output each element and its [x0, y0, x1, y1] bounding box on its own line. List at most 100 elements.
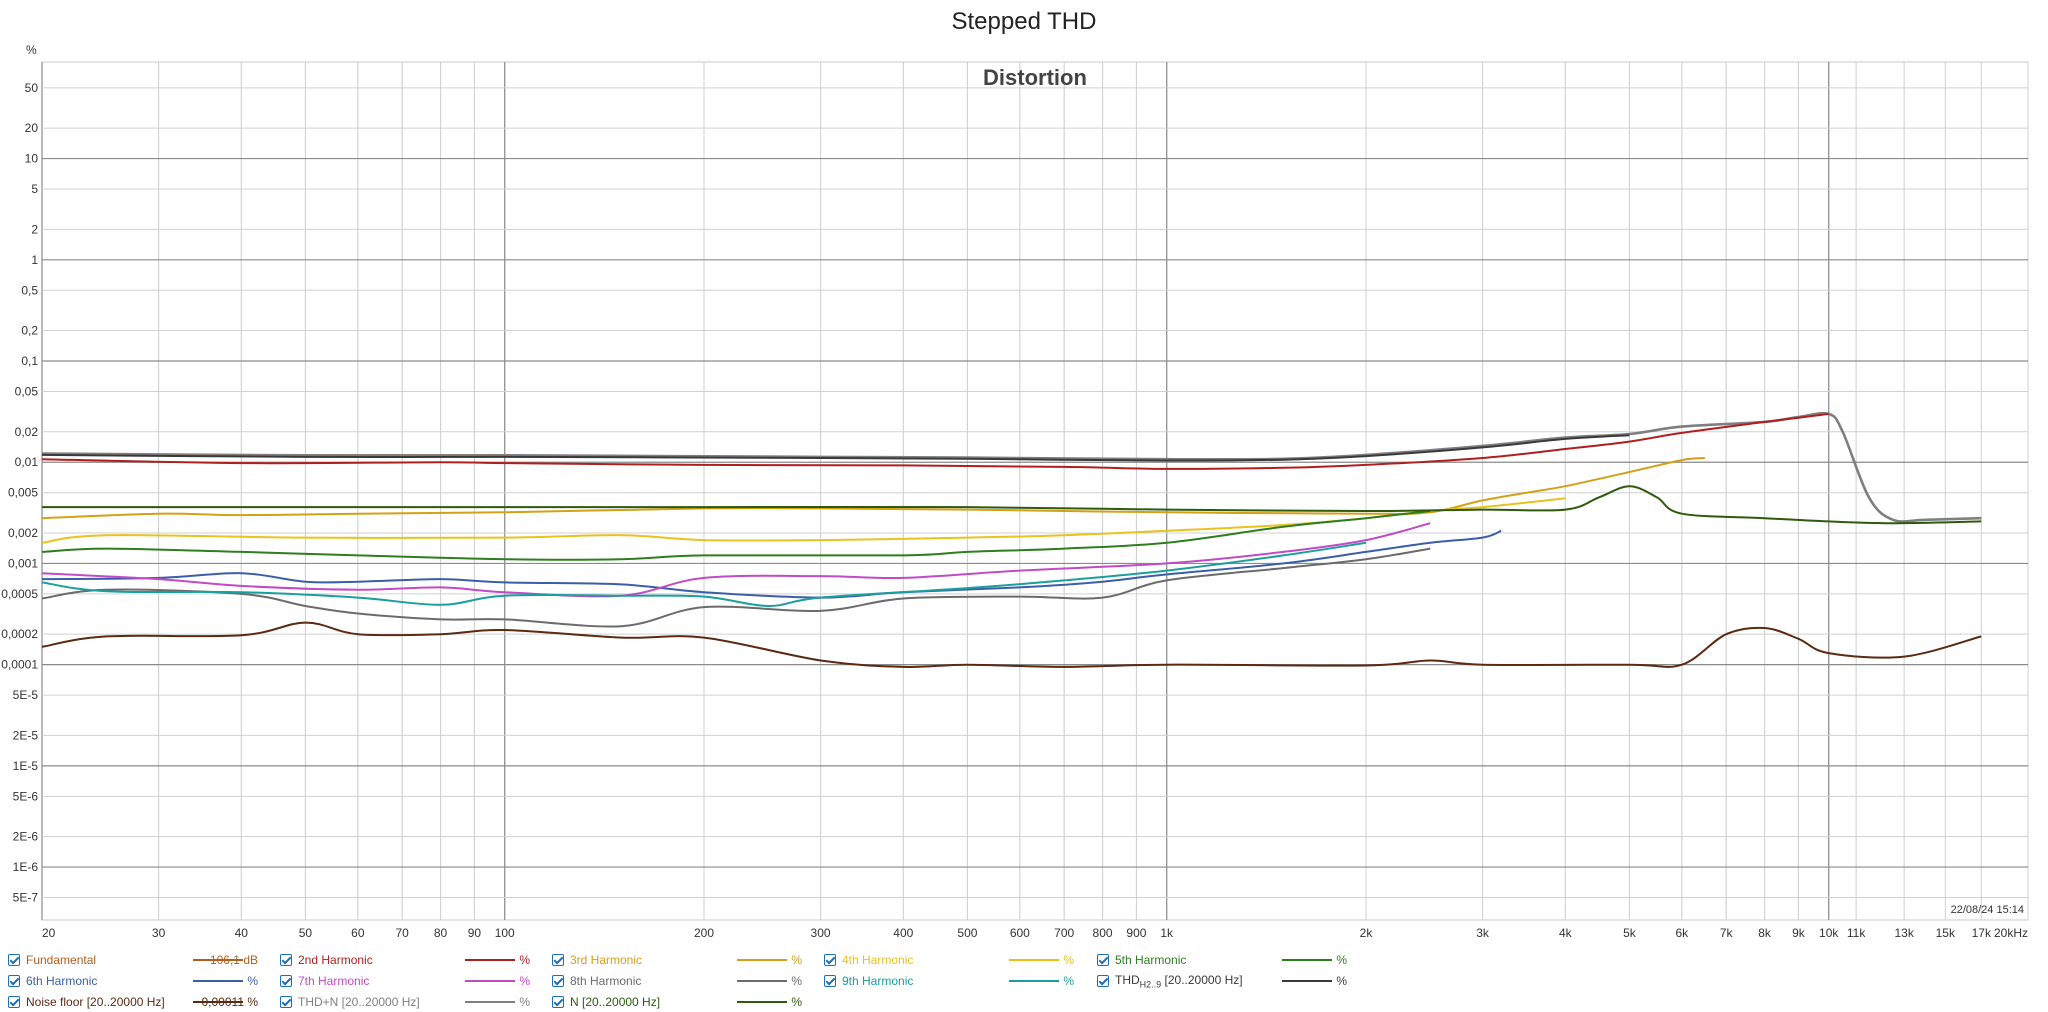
legend-checkbox[interactable] [280, 996, 292, 1008]
series-thd-h2-9-20-20000-hz [41, 434, 1630, 462]
y-tick-label: 1 [31, 253, 38, 267]
legend-value: % [791, 953, 802, 967]
legend-label-text: 2nd Harmonic [298, 953, 373, 967]
x-tick-label: 50 [299, 926, 313, 940]
legend-value: % [519, 995, 530, 1009]
legend-checkbox[interactable] [552, 996, 564, 1008]
x-tick-label: 500 [957, 926, 977, 940]
series-9th-harmonic [41, 541, 1367, 608]
legend-swatch [193, 980, 243, 982]
legend-label-text: 8th Harmonic [570, 974, 642, 988]
x-tick-label: 15k [1936, 926, 1956, 940]
legend-item[interactable]: 3rd Harmonic [552, 950, 642, 970]
legend-value: % [1336, 953, 1347, 967]
legend-swatch [1009, 959, 1059, 961]
legend-checkbox[interactable] [280, 975, 292, 987]
legend-item[interactable]: THDH2..9 [20..20000 Hz] [1097, 971, 1243, 991]
legend-label-text: 6th Harmonic [26, 974, 98, 988]
legend-value: % [791, 974, 802, 988]
series-noise-floor-20-20000-hz [41, 621, 1982, 669]
legend-swatch [737, 959, 787, 961]
legend-label-subscript: H2..9 [1139, 979, 1162, 990]
legend-value: % [1063, 974, 1074, 988]
y-tick-label: 50 [25, 81, 39, 95]
x-tick-label: 5k [1623, 926, 1637, 940]
series-2nd-harmonic [41, 412, 1829, 470]
legend-item[interactable]: 2nd Harmonic [280, 950, 373, 970]
legend-row: Noise floor [20..20000 Hz] 0,00011 % THD+N… [0, 992, 2048, 1012]
legend-value: % [791, 995, 802, 1009]
legend-checkbox[interactable] [280, 954, 292, 966]
x-tick-label: 60 [351, 926, 365, 940]
legend-item[interactable]: THD+N [20..20000 Hz] [280, 992, 420, 1012]
chart-title: Distortion [983, 65, 1087, 90]
legend-item[interactable]: 7th Harmonic [280, 971, 369, 991]
legend-item[interactable]: N [20..20000 Hz] [552, 992, 660, 1012]
timestamp: 22/08/24 15:14 [1951, 904, 2024, 916]
x-tick-label: 80 [434, 926, 448, 940]
legend-checkbox[interactable] [824, 975, 836, 987]
legend-checkbox[interactable] [552, 975, 564, 987]
x-tick-label: 400 [893, 926, 913, 940]
series-5th-harmonic [41, 510, 1431, 561]
x-tick-label: 20kHz [1994, 926, 2028, 940]
x-tick-label: 300 [811, 926, 831, 940]
x-tick-label: 40 [235, 926, 249, 940]
distortion-chart[interactable]: 20 30 40 50 60 70 80 90 100 200 300 400 500 600 700 800… [0, 0, 2048, 950]
legend-value: 106,1 dB [209, 953, 258, 967]
legend-item[interactable]: 9th Harmonic [824, 971, 913, 991]
series-thd-n-20-20000-hz [41, 411, 1982, 523]
legend-checkbox[interactable] [8, 996, 20, 1008]
y-tick-label: 0,002 [8, 526, 38, 540]
x-tick-label: 90 [468, 926, 482, 940]
legend-checkbox[interactable] [1097, 954, 1109, 966]
x-tick-label: 800 [1093, 926, 1113, 940]
legend-checkbox[interactable] [1097, 975, 1109, 987]
legend-checkbox[interactable] [8, 975, 20, 987]
page-title: Stepped THD [951, 8, 1097, 35]
legend-label: Fundamental [26, 953, 96, 967]
y-tick-label: 0,01 [15, 455, 39, 469]
y-axis-label: % [26, 43, 37, 57]
y-tick-label: 5E-7 [13, 891, 39, 905]
legend-label-text: 3rd Harmonic [570, 953, 643, 967]
legend-checkbox[interactable] [8, 954, 20, 966]
legend-item[interactable]: Fundamental [8, 950, 96, 970]
y-tick-label: 0,5 [21, 283, 38, 297]
y-tick-label: 0,2 [21, 324, 38, 338]
x-tick-label: 600 [1010, 926, 1030, 940]
legend-label: THDH2..9 [20..20000 Hz] [1115, 973, 1243, 989]
legend-label-text: 5th Harmonic [1115, 953, 1187, 967]
legend-item[interactable]: 5th Harmonic [1097, 950, 1186, 970]
x-tick-label: 3k [1476, 926, 1490, 940]
y-tick-label: 20 [25, 121, 39, 135]
legend-label-text: Fundamental [26, 953, 97, 967]
y-tick-label: 2E-6 [13, 830, 39, 844]
legend-label-text: 9th Harmonic [842, 974, 914, 988]
y-tick-label: 0,0002 [1, 627, 38, 641]
legend-swatch [737, 980, 787, 982]
legend-item[interactable]: 6th Harmonic [8, 971, 97, 991]
x-tick-label: 1k [1160, 926, 1174, 940]
legend-checkbox[interactable] [552, 954, 564, 966]
y-tick-label: 5E-6 [13, 789, 39, 803]
x-tick-label: 6k [1676, 926, 1690, 940]
x-tick-label: 70 [395, 926, 409, 940]
x-tick-label: 700 [1054, 926, 1074, 940]
x-tick-label: 2k [1360, 926, 1374, 940]
legend-item[interactable]: 8th Harmonic [552, 971, 641, 991]
legend-checkbox[interactable] [824, 954, 836, 966]
legend-item[interactable]: Noise floor [20..20000 Hz] [8, 992, 165, 1012]
legend-swatch [1282, 980, 1332, 982]
x-tick-label: 100 [495, 926, 515, 940]
legend-label-text: THD+N [20..20000 Hz] [298, 995, 420, 1009]
legend-swatch [465, 959, 515, 961]
legend-item[interactable]: 4th Harmonic [824, 950, 913, 970]
legend-value: % [1063, 953, 1074, 967]
x-tick-label: 30 [152, 926, 166, 940]
y-tick-label: 0,1 [21, 354, 38, 368]
legend-swatch [465, 1001, 515, 1003]
legend-value: 0,00011 % [201, 995, 259, 1009]
legend-row: 6th Harmonic% 7th Harmonic% 8th Harmonic% 9… [0, 971, 2048, 991]
y-tick-label: 5 [31, 182, 38, 196]
